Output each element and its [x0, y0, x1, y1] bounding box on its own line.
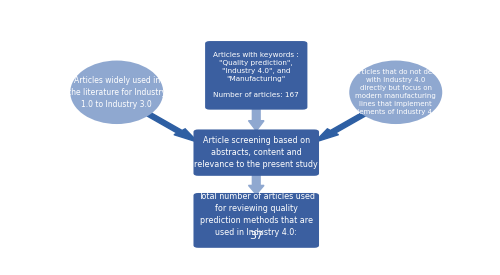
FancyBboxPatch shape [205, 41, 308, 110]
FancyBboxPatch shape [194, 130, 319, 176]
Text: Articles that do not deal
with Industry 4.0
directly but focus on
modern manufac: Articles that do not deal with Industry … [353, 69, 438, 115]
FancyBboxPatch shape [194, 193, 319, 248]
Polygon shape [147, 113, 198, 142]
Polygon shape [314, 113, 366, 142]
Text: Total number of articles used
for reviewing quality
prediction methods that are
: Total number of articles used for review… [198, 192, 315, 237]
Polygon shape [248, 174, 264, 194]
Text: Articles with keywords :
"Quality prediction",
"Industry 4.0", and
"Manufacturin: Articles with keywords : "Quality predic… [214, 52, 299, 98]
Text: 37: 37 [249, 231, 264, 241]
Polygon shape [248, 108, 264, 131]
Ellipse shape [70, 60, 163, 124]
Ellipse shape [349, 60, 442, 124]
Text: Article screening based on
abstracts, content and
relevance to the present study: Article screening based on abstracts, co… [194, 136, 318, 169]
Text: Articles widely used in
the literature for Industry
1.0 to Industry 3.0: Articles widely used in the literature f… [68, 76, 166, 109]
